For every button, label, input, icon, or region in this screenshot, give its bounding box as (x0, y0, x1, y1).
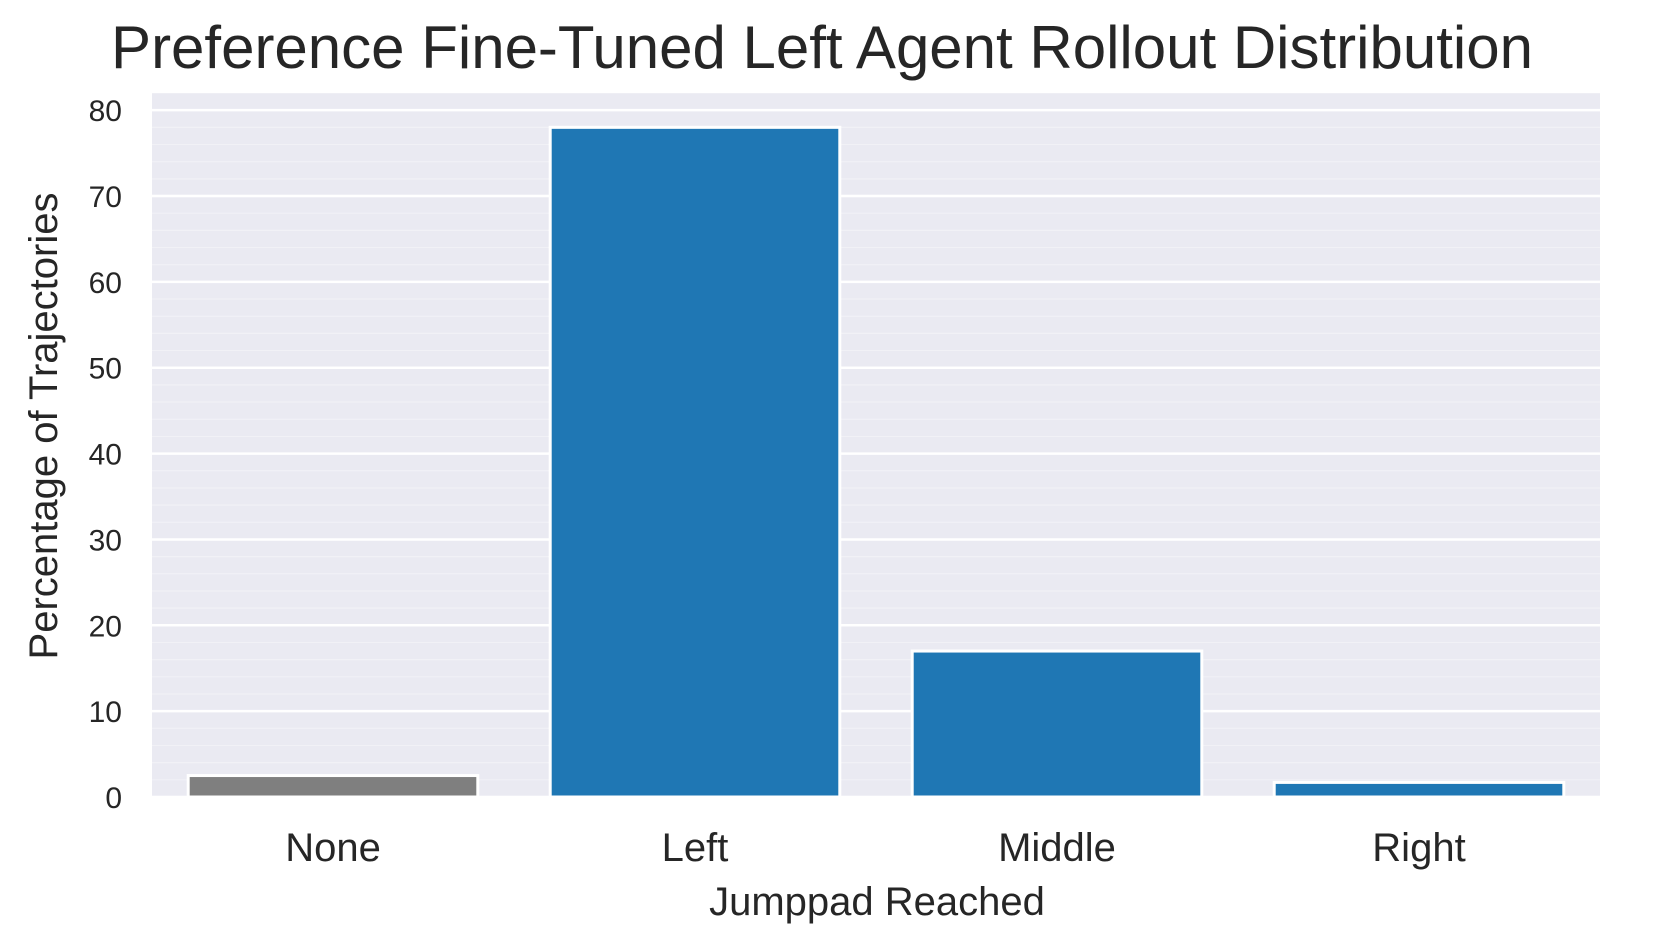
y-tick-label: 0 (105, 782, 122, 815)
major-gridlines (152, 108, 1600, 799)
bar-none (186, 774, 480, 799)
bars (186, 125, 1566, 799)
y-tick-label: 20 (89, 610, 122, 643)
y-tick-label: 30 (89, 524, 122, 557)
bar-left (548, 125, 842, 799)
x-tick-label: Middle (998, 826, 1116, 870)
y-tick-label: 80 (89, 95, 122, 128)
y-axis-label: Percentage of Trajectories (22, 193, 66, 660)
y-tick-label: 10 (89, 696, 122, 729)
x-tick-label: Left (662, 826, 729, 870)
x-tick-label: Right (1372, 826, 1465, 870)
y-tick-labels: 0 10 20 30 40 50 60 70 80 (89, 95, 122, 815)
plot-background (152, 93, 1600, 797)
minor-gridlines (152, 92, 1600, 781)
y-tick-label: 60 (89, 267, 122, 300)
y-tick-label: 50 (89, 353, 122, 386)
y-tick-label: 70 (89, 181, 122, 214)
x-axis-label: Jumppad Reached (709, 880, 1045, 924)
x-tick-label: None (285, 826, 381, 870)
y-tick-label: 40 (89, 439, 122, 472)
x-tick-labels: None Left Middle Right (285, 826, 1466, 870)
bar-right (1272, 780, 1566, 799)
bar-middle (910, 649, 1204, 799)
chart-title: Preference Fine-Tuned Left Agent Rollout… (111, 14, 1533, 81)
